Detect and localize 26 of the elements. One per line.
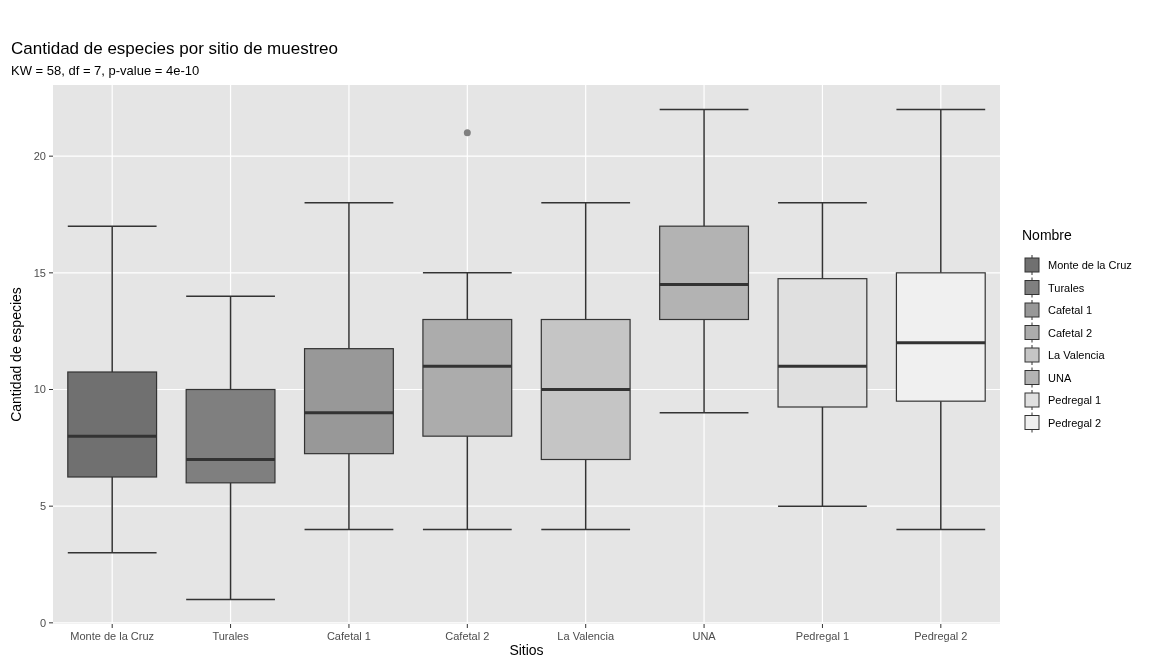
y-tick-label: 15 — [33, 266, 46, 279]
x-tick-label: Pedregal 2 — [914, 630, 968, 642]
x-tick-label: UNA — [692, 630, 717, 642]
legend-label: Cafetal 2 — [1048, 326, 1093, 339]
x-axis-title: Sitios — [509, 642, 544, 658]
y-tick-label: 20 — [33, 150, 46, 163]
x-tick-label: Cafetal 1 — [326, 630, 371, 642]
legend-title: Nombre — [1022, 227, 1073, 243]
legend-label: Cafetal 1 — [1048, 304, 1093, 317]
legend-label: Turales — [1048, 281, 1085, 294]
x-tick-label: Pedregal 1 — [795, 630, 850, 642]
y-tick-label: 10 — [33, 383, 46, 396]
y-axis-title: Cantidad de especies — [8, 287, 24, 422]
x-tick-label: La Valencia — [557, 630, 615, 642]
y-tick-label: 5 — [39, 500, 46, 513]
legend-label: Pedregal 2 — [1048, 416, 1102, 429]
legend-label: Pedregal 1 — [1048, 394, 1102, 407]
legend-label: UNA — [1048, 371, 1072, 384]
legend-label: Monte de la Cruz — [1048, 259, 1132, 272]
x-tick-label: Turales — [212, 630, 250, 642]
chart-subtitle: KW = 58, df = 7, p-value = 4e-10 — [11, 63, 200, 78]
x-tick-label: Monte de la Cruz — [70, 630, 155, 642]
y-tick-label: 0 — [39, 616, 46, 629]
x-tick-label: Cafetal 2 — [445, 630, 490, 642]
chart-title: Cantidad de especies por sitio de muestreo — [11, 39, 338, 58]
legend-label: La Valencia — [1048, 349, 1106, 362]
